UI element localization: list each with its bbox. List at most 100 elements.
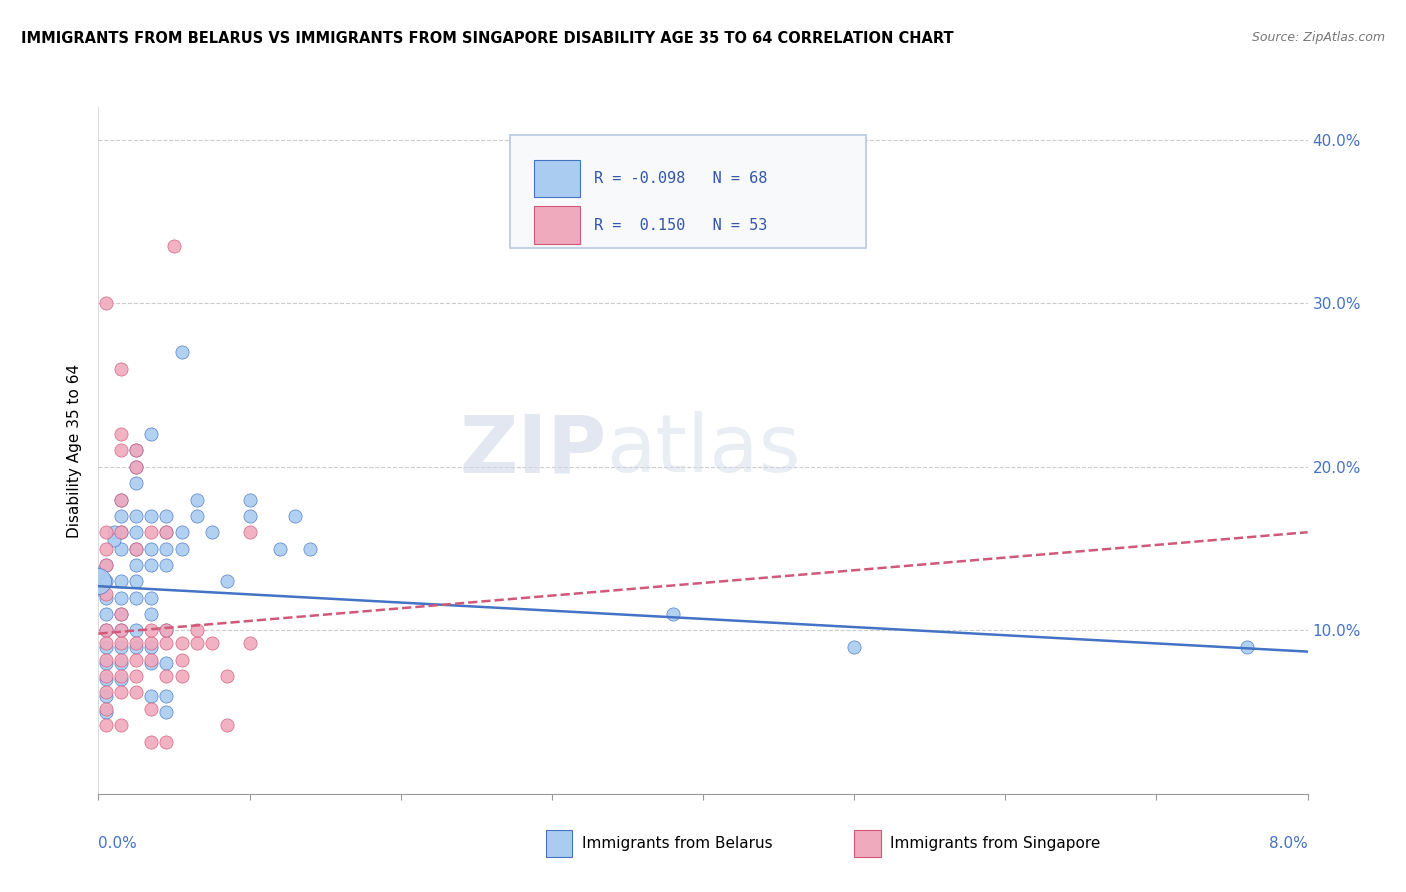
- Point: [141, 689, 163, 703]
- Point: [125, 636, 148, 650]
- Point: [1236, 640, 1258, 654]
- Point: [94, 607, 117, 621]
- Point: [155, 669, 177, 683]
- Point: [170, 669, 193, 683]
- Point: [94, 656, 117, 670]
- Point: [94, 587, 117, 601]
- Point: [269, 541, 291, 556]
- Point: [239, 636, 262, 650]
- Point: [94, 702, 117, 716]
- Point: [103, 525, 125, 540]
- Point: [94, 705, 117, 719]
- Point: [844, 640, 866, 654]
- Point: [155, 624, 177, 638]
- Point: [141, 427, 163, 442]
- Point: [155, 656, 177, 670]
- Point: [110, 427, 132, 442]
- Point: [87, 566, 110, 580]
- Point: [186, 492, 208, 507]
- Point: [94, 525, 117, 540]
- Point: [141, 607, 163, 621]
- Point: [87, 582, 110, 597]
- Point: [125, 459, 148, 474]
- Point: [155, 734, 177, 748]
- Point: [110, 656, 132, 670]
- Y-axis label: Disability Age 35 to 64: Disability Age 35 to 64: [67, 363, 83, 538]
- Point: [125, 541, 148, 556]
- Text: IMMIGRANTS FROM BELARUS VS IMMIGRANTS FROM SINGAPORE DISABILITY AGE 35 TO 64 COR: IMMIGRANTS FROM BELARUS VS IMMIGRANTS FR…: [21, 31, 953, 46]
- Point: [110, 636, 132, 650]
- Point: [110, 525, 132, 540]
- Point: [94, 558, 117, 572]
- Point: [170, 636, 193, 650]
- Point: [141, 624, 163, 638]
- Point: [201, 525, 224, 540]
- Point: [125, 574, 148, 589]
- FancyBboxPatch shape: [546, 830, 572, 857]
- Point: [125, 525, 148, 540]
- Point: [110, 574, 132, 589]
- Text: 0.0%: 0.0%: [98, 836, 138, 851]
- Text: atlas: atlas: [606, 411, 800, 490]
- Point: [125, 558, 148, 572]
- Point: [94, 685, 117, 699]
- Point: [155, 636, 177, 650]
- Point: [141, 656, 163, 670]
- Point: [94, 689, 117, 703]
- Point: [215, 669, 238, 683]
- Point: [125, 685, 148, 699]
- Point: [170, 653, 193, 667]
- Point: [155, 525, 177, 540]
- FancyBboxPatch shape: [534, 160, 579, 197]
- Point: [110, 718, 132, 732]
- Point: [110, 492, 132, 507]
- Point: [661, 607, 683, 621]
- Point: [186, 636, 208, 650]
- Point: [110, 443, 132, 458]
- Point: [141, 653, 163, 667]
- Point: [125, 459, 148, 474]
- Point: [110, 508, 132, 523]
- Point: [141, 591, 163, 605]
- Point: [87, 574, 110, 589]
- Point: [141, 525, 163, 540]
- Point: [125, 591, 148, 605]
- Point: [94, 636, 117, 650]
- Point: [125, 508, 148, 523]
- Point: [141, 734, 163, 748]
- Point: [94, 624, 117, 638]
- Point: [94, 653, 117, 667]
- Point: [125, 624, 148, 638]
- Text: 8.0%: 8.0%: [1268, 836, 1308, 851]
- Point: [215, 574, 238, 589]
- Point: [94, 541, 117, 556]
- Point: [110, 624, 132, 638]
- Text: Immigrants from Belarus: Immigrants from Belarus: [582, 836, 773, 851]
- Point: [94, 673, 117, 687]
- Point: [155, 525, 177, 540]
- Point: [125, 653, 148, 667]
- Point: [110, 361, 132, 376]
- Point: [103, 533, 125, 548]
- Point: [110, 685, 132, 699]
- Point: [239, 525, 262, 540]
- Point: [239, 492, 262, 507]
- Point: [94, 591, 117, 605]
- Point: [110, 653, 132, 667]
- Point: [155, 705, 177, 719]
- Point: [284, 508, 307, 523]
- Point: [110, 541, 132, 556]
- Point: [141, 640, 163, 654]
- Point: [201, 636, 224, 650]
- Text: Immigrants from Singapore: Immigrants from Singapore: [890, 836, 1101, 851]
- Point: [110, 669, 132, 683]
- Point: [110, 492, 132, 507]
- Point: [239, 508, 262, 523]
- FancyBboxPatch shape: [855, 830, 880, 857]
- Point: [110, 607, 132, 621]
- Point: [94, 669, 117, 683]
- Point: [215, 718, 238, 732]
- Point: [125, 443, 148, 458]
- Point: [94, 640, 117, 654]
- Point: [94, 718, 117, 732]
